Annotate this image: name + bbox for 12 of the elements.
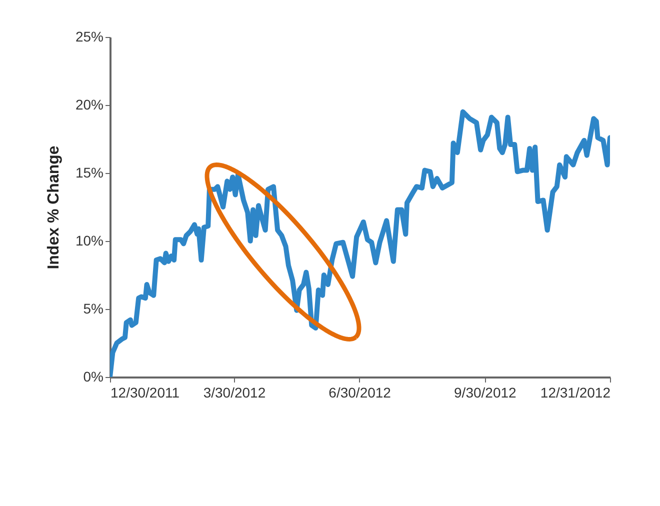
y-tick-label: 0% xyxy=(83,368,104,384)
y-tick-label: 20% xyxy=(75,96,104,112)
x-tick-label: 3/30/2012 xyxy=(203,384,266,400)
x-tick-label: 12/31/2012 xyxy=(540,384,611,400)
y-tick-label: 25% xyxy=(75,28,104,44)
x-tick-label: 6/30/2012 xyxy=(328,384,392,400)
x-tick-label: 9/30/2012 xyxy=(454,384,517,400)
x-tick-label: 12/30/2011 xyxy=(110,384,180,400)
y-tick-label: 5% xyxy=(83,300,104,316)
y-tick-label: 10% xyxy=(75,232,104,248)
y-tick-label: 15% xyxy=(75,164,104,180)
y-axis-title: Index % Change xyxy=(45,146,62,270)
